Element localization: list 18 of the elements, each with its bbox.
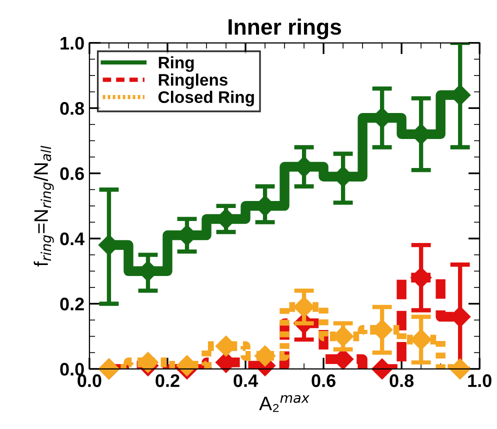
legend-label: Ring (158, 56, 194, 72)
x-tick-label: 0.4 (234, 374, 258, 388)
y-tick-label: 0.4 (60, 232, 85, 246)
x-tick-label: 0.6 (312, 374, 336, 388)
x-axis-title: A₂$^{max}$ (259, 395, 310, 412)
y-axis-title: f$_{ring}$=N$_{ring}$/N$_{all}$ (34, 146, 54, 267)
y-tick-label: 0.6 (60, 167, 84, 180)
chart-title: Inner rings (228, 18, 342, 40)
y-tick-label: 1.0 (60, 36, 84, 50)
y-tick-label: 0.0 (60, 362, 84, 376)
x-tick-label: 1.0 (468, 374, 492, 388)
legend-label: Ringlens (158, 74, 228, 90)
x-tick-label: 0.8 (390, 374, 414, 388)
legend-label: Closed Ring (158, 90, 254, 106)
x-tick-label: 0.2 (156, 374, 180, 388)
y-tick-label: 0.2 (60, 298, 84, 310)
y-tick-label: 0.8 (60, 102, 84, 115)
x-tick-label: 0.0 (78, 374, 102, 388)
